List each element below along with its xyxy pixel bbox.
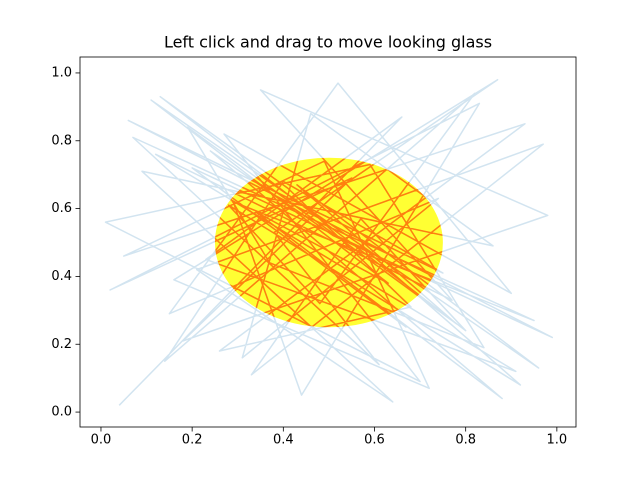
chart-title: Left click and drag to move looking glas… <box>164 33 492 52</box>
y-tick-label: 0.6 <box>51 201 72 216</box>
x-tick-label: 0.6 <box>364 433 385 448</box>
x-tick-label: 0.4 <box>273 433 294 448</box>
y-tick-label: 1.0 <box>51 65 72 80</box>
x-tick-label: 1.0 <box>547 433 568 448</box>
y-tick-label: 0.8 <box>51 133 72 148</box>
x-tick-label: 0.2 <box>182 433 203 448</box>
y-tick-label: 0.4 <box>51 269 72 284</box>
x-tick-label: 0.8 <box>455 433 476 448</box>
y-tick-label: 0.2 <box>51 337 72 352</box>
plot-area <box>104 78 554 406</box>
axes-frame <box>79 56 577 428</box>
x-tick-label: 0.0 <box>91 433 112 448</box>
y-tick-label: 0.0 <box>51 405 72 420</box>
